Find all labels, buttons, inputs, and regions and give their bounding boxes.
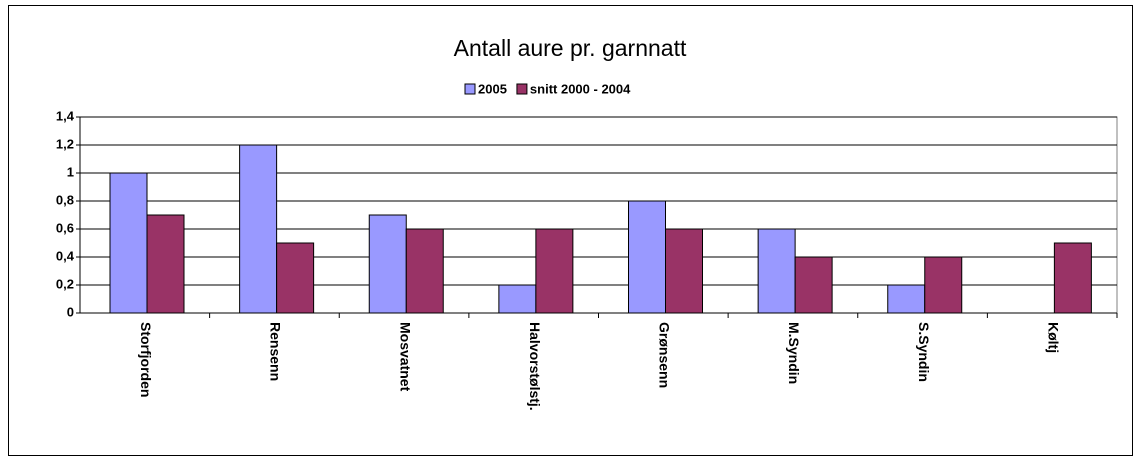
y-tick-label: 1,2 xyxy=(56,136,74,151)
y-tick-label: 0,8 xyxy=(56,192,74,207)
bar xyxy=(146,214,185,314)
x-tick-label: Halvorstølstj. xyxy=(527,322,543,411)
x-tick-label: Storfjorden xyxy=(138,322,154,397)
bar xyxy=(109,172,148,314)
y-tick-label: 0 xyxy=(67,304,74,319)
legend-label: snitt 2000 - 2004 xyxy=(530,81,631,96)
x-tick-label: Køltj xyxy=(1045,322,1061,353)
x-tick-label: Mosvatnet xyxy=(397,322,413,392)
bar xyxy=(665,228,703,314)
bar xyxy=(887,284,926,314)
bar xyxy=(498,284,537,314)
bar xyxy=(368,214,407,314)
x-tick-label: Rensenn xyxy=(268,322,284,381)
bar xyxy=(628,200,666,314)
x-tick-label: S.Syndin xyxy=(916,322,932,382)
y-tick-label: 0,4 xyxy=(56,248,75,263)
legend-swatch xyxy=(464,83,476,95)
legend-swatch xyxy=(516,83,528,95)
bar xyxy=(924,256,963,314)
bar xyxy=(757,228,796,314)
y-tick-label: 1 xyxy=(67,164,74,179)
x-tick-label: Grønsenn xyxy=(657,322,673,388)
x-tick-label: M.Syndin xyxy=(786,322,802,384)
y-tick-label: 1,4 xyxy=(56,108,75,123)
legend-label: 2005 xyxy=(478,81,507,96)
bar xyxy=(535,228,574,314)
y-tick-label: 0,2 xyxy=(56,276,74,291)
y-tick-label: 0,6 xyxy=(56,220,74,235)
bar xyxy=(1053,242,1092,314)
bar xyxy=(405,228,444,314)
bar xyxy=(794,256,833,314)
chart-title: Antall aure pr. garnnatt xyxy=(454,35,687,61)
bar xyxy=(276,242,315,314)
bar xyxy=(239,144,278,314)
